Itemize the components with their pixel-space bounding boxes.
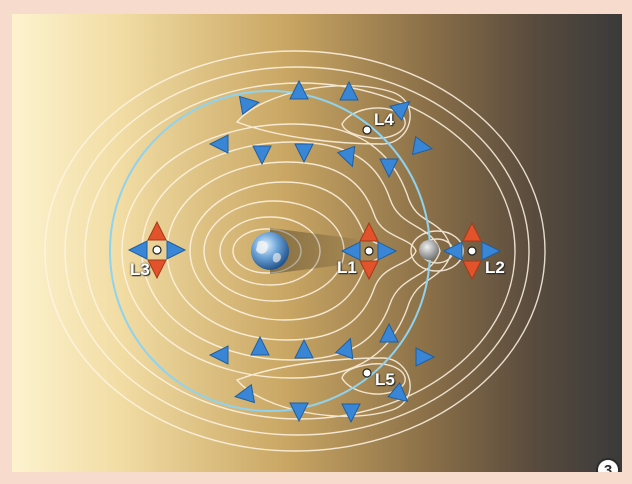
l1-point: [364, 246, 374, 256]
label-l1: L1: [337, 258, 357, 277]
label-l5: L5: [375, 370, 395, 389]
figure-number-badge: 3: [596, 458, 620, 472]
l5-point: [362, 368, 372, 378]
l4-point: [362, 125, 372, 135]
earth-icon: [251, 232, 289, 270]
label-l3: L3: [130, 260, 150, 279]
moon-icon: [419, 240, 439, 260]
potential-contours: [44, 50, 546, 452]
shadow-cone: [270, 228, 357, 274]
l2-point: [467, 246, 477, 256]
lagrange-diagram: L4 L1 L2 L3 L5 3: [12, 14, 622, 472]
label-l2: L2: [485, 258, 505, 277]
diagram-canvas: [12, 14, 622, 472]
label-l4: L4: [374, 110, 394, 129]
l3-point: [152, 245, 162, 255]
lagrange-points: [152, 125, 477, 378]
